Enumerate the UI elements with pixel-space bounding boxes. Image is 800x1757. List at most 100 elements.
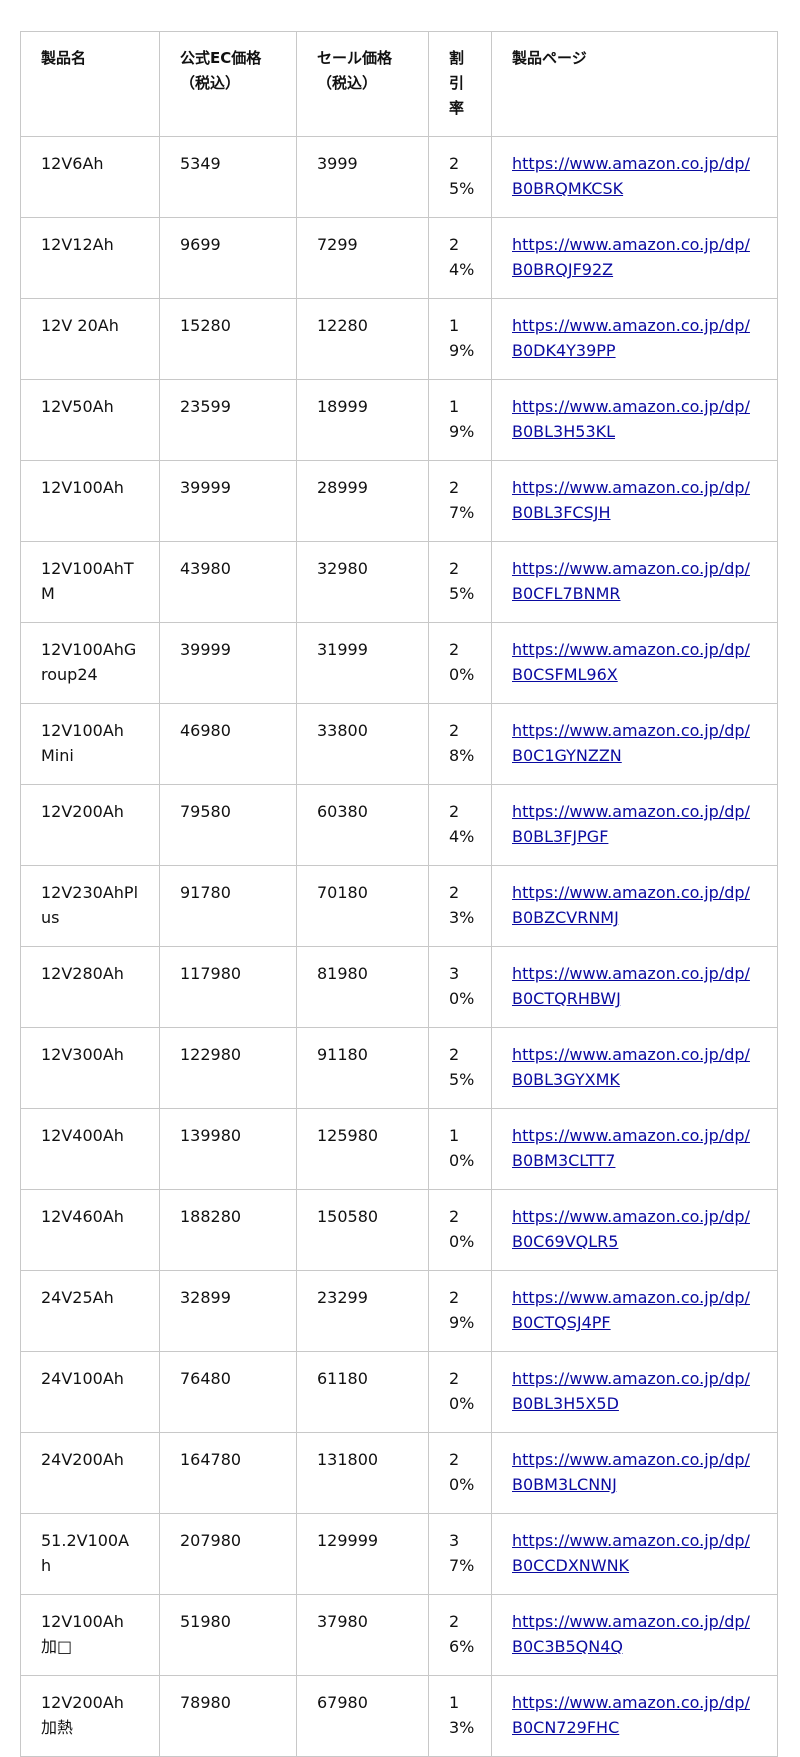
product-page-link[interactable]: https://www.amazon.co.jp/dp/B0BM3LCNNJ: [512, 1450, 750, 1494]
product-page-cell: https://www.amazon.co.jp/dp/B0DK4Y39PP: [491, 298, 778, 380]
product-page-link[interactable]: https://www.amazon.co.jp/dp/B0BL3GYXMK: [512, 1045, 750, 1089]
table-row: 12V100Ah Mini 46980 33800 28% https://www.am…: [20, 703, 778, 785]
sale-price-cell: 91180: [296, 1027, 429, 1109]
ec-price-cell: 5349: [159, 136, 297, 218]
discount-rate-cell: 24%: [428, 784, 492, 866]
product-page-cell: https://www.amazon.co.jp/dp/B0BRQJF92Z: [491, 217, 778, 299]
product-page-link[interactable]: https://www.amazon.co.jp/dp/B0BL3FJPGF: [512, 802, 750, 846]
product-name-cell: 51.2V100Ah: [20, 1513, 160, 1595]
sale-price-cell: 31999: [296, 622, 429, 704]
discount-rate-cell: 19%: [428, 379, 492, 461]
product-page-cell: https://www.amazon.co.jp/dp/B0C3B5QN4Q: [491, 1594, 778, 1676]
product-page-cell: https://www.amazon.co.jp/dp/B0BL3H53KL: [491, 379, 778, 461]
ec-price-cell: 51980: [159, 1594, 297, 1676]
sale-price-cell: 70180: [296, 865, 429, 947]
product-name-cell: 12V280Ah: [20, 946, 160, 1028]
product-page-cell: https://www.amazon.co.jp/dp/B0BL3FCSJH: [491, 460, 778, 542]
product-page-link[interactable]: https://www.amazon.co.jp/dp/B0BRQJF92Z: [512, 235, 750, 279]
product-page-link[interactable]: https://www.amazon.co.jp/dp/B0CTQRHBWJ: [512, 964, 750, 1008]
discount-rate-cell: 27%: [428, 460, 492, 542]
header-sale-price: セール価格（税込）: [296, 31, 429, 137]
table-row: 24V25Ah 32899 23299 29% https://www.amazon.c…: [20, 1270, 778, 1352]
sale-price-cell: 131800: [296, 1432, 429, 1514]
ec-price-cell: 78980: [159, 1675, 297, 1757]
discount-rate-cell: 25%: [428, 136, 492, 218]
table-row: 12V12Ah 9699 7299 24% https://www.amazon.co.…: [20, 217, 778, 299]
ec-price-cell: 139980: [159, 1108, 297, 1190]
product-page-link[interactable]: https://www.amazon.co.jp/dp/B0C69VQLR5: [512, 1207, 750, 1251]
sale-price-cell: 61180: [296, 1351, 429, 1433]
discount-rate-cell: 19%: [428, 298, 492, 380]
sale-price-cell: 67980: [296, 1675, 429, 1757]
table-row: 51.2V100Ah 207980 129999 37% https://www.ama…: [20, 1513, 778, 1595]
discount-rate-cell: 10%: [428, 1108, 492, 1190]
header-ec-price: 公式EC価格（税込）: [159, 31, 297, 137]
product-name-cell: 12V100AhGroup24: [20, 622, 160, 704]
product-name-cell: 24V200Ah: [20, 1432, 160, 1514]
product-page-cell: https://www.amazon.co.jp/dp/B0CN729FHC: [491, 1675, 778, 1757]
sale-price-cell: 12280: [296, 298, 429, 380]
product-page-link[interactable]: https://www.amazon.co.jp/dp/B0CN729FHC: [512, 1693, 750, 1737]
ec-price-cell: 188280: [159, 1189, 297, 1271]
product-page-link[interactable]: https://www.amazon.co.jp/dp/B0C3B5QN4Q: [512, 1612, 750, 1656]
product-page-cell: https://www.amazon.co.jp/dp/B0CFL7BNMR: [491, 541, 778, 623]
sale-price-cell: 28999: [296, 460, 429, 542]
table-row: 12V200Ah 79580 60380 24% https://www.amazon.…: [20, 784, 778, 866]
product-name-cell: 12V100AhTM: [20, 541, 160, 623]
discount-rate-cell: 30%: [428, 946, 492, 1028]
sale-price-cell: 150580: [296, 1189, 429, 1271]
table-row: 12V100Ah 加□ 51980 37980 26% https://www.amaz…: [20, 1594, 778, 1676]
product-page-link[interactable]: https://www.amazon.co.jp/dp/B0BM3CLTT7: [512, 1126, 750, 1170]
product-page-link[interactable]: https://www.amazon.co.jp/dp/B0BRQMKCSK: [512, 154, 750, 198]
table-row: 12V200Ah 加熱 78980 67980 13% https://www.amaz…: [20, 1675, 778, 1757]
product-page-cell: https://www.amazon.co.jp/dp/B0C69VQLR5: [491, 1189, 778, 1271]
table-row: 12V100AhGroup24 39999 31999 20% https://www.…: [20, 622, 778, 704]
discount-rate-cell: 37%: [428, 1513, 492, 1595]
product-page-cell: https://www.amazon.co.jp/dp/B0BL3FJPGF: [491, 784, 778, 866]
product-price-table: 製品名 公式EC価格（税込） セール価格（税込） 割引率 製品ページ 12V6A…: [20, 31, 778, 1757]
product-page-cell: https://www.amazon.co.jp/dp/B0BZCVRNMJ: [491, 865, 778, 947]
discount-rate-cell: 25%: [428, 541, 492, 623]
ec-price-cell: 79580: [159, 784, 297, 866]
product-page-link[interactable]: https://www.amazon.co.jp/dp/B0BZCVRNMJ: [512, 883, 750, 927]
discount-rate-cell: 13%: [428, 1675, 492, 1757]
product-name-cell: 24V25Ah: [20, 1270, 160, 1352]
product-page-link[interactable]: https://www.amazon.co.jp/dp/B0CFL7BNMR: [512, 559, 750, 603]
product-name-cell: 12V 20Ah: [20, 298, 160, 380]
discount-rate-cell: 25%: [428, 1027, 492, 1109]
product-page-link[interactable]: https://www.amazon.co.jp/dp/B0C1GYNZZN: [512, 721, 750, 765]
product-name-cell: 12V200Ah 加熱: [20, 1675, 160, 1757]
table-row: 24V200Ah 164780 131800 20% https://www.amazo…: [20, 1432, 778, 1514]
table-row: 12V300Ah 122980 91180 25% https://www.amazon…: [20, 1027, 778, 1109]
discount-rate-cell: 20%: [428, 1351, 492, 1433]
product-page-link[interactable]: https://www.amazon.co.jp/dp/B0BL3H5X5D: [512, 1369, 750, 1413]
product-page-link[interactable]: https://www.amazon.co.jp/dp/B0CSFML96X: [512, 640, 750, 684]
discount-rate-cell: 23%: [428, 865, 492, 947]
table-row: 12V50Ah 23599 18999 19% https://www.amazon.c…: [20, 379, 778, 461]
product-page-link[interactable]: https://www.amazon.co.jp/dp/B0BL3H53KL: [512, 397, 750, 441]
ec-price-cell: 43980: [159, 541, 297, 623]
header-product-page: 製品ページ: [491, 31, 778, 137]
product-name-cell: 12V100Ah Mini: [20, 703, 160, 785]
discount-rate-cell: 20%: [428, 1189, 492, 1271]
ec-price-cell: 15280: [159, 298, 297, 380]
sale-price-cell: 33800: [296, 703, 429, 785]
product-page-cell: https://www.amazon.co.jp/dp/B0C1GYNZZN: [491, 703, 778, 785]
product-page-cell: https://www.amazon.co.jp/dp/B0BM3LCNNJ: [491, 1432, 778, 1514]
product-name-cell: 12V200Ah: [20, 784, 160, 866]
product-page-cell: https://www.amazon.co.jp/dp/B0BL3H5X5D: [491, 1351, 778, 1433]
header-product-name: 製品名: [20, 31, 160, 137]
discount-rate-cell: 20%: [428, 622, 492, 704]
table-row: 12V280Ah 117980 81980 30% https://www.amazon…: [20, 946, 778, 1028]
sale-price-cell: 32980: [296, 541, 429, 623]
product-page-link[interactable]: https://www.amazon.co.jp/dp/B0CCDXNWNK: [512, 1531, 750, 1575]
sale-price-cell: 7299: [296, 217, 429, 299]
header-discount-rate: 割引率: [428, 31, 492, 137]
product-page-link[interactable]: https://www.amazon.co.jp/dp/B0BL3FCSJH: [512, 478, 750, 522]
product-page-link[interactable]: https://www.amazon.co.jp/dp/B0CTQSJ4PF: [512, 1288, 750, 1332]
table-row: 12V100AhTM 43980 32980 25% https://www.amazo…: [20, 541, 778, 623]
product-page-link[interactable]: https://www.amazon.co.jp/dp/B0DK4Y39PP: [512, 316, 750, 360]
table-header-row: 製品名 公式EC価格（税込） セール価格（税込） 割引率 製品ページ: [20, 31, 778, 137]
sale-price-cell: 18999: [296, 379, 429, 461]
product-page-cell: https://www.amazon.co.jp/dp/B0BL3GYXMK: [491, 1027, 778, 1109]
